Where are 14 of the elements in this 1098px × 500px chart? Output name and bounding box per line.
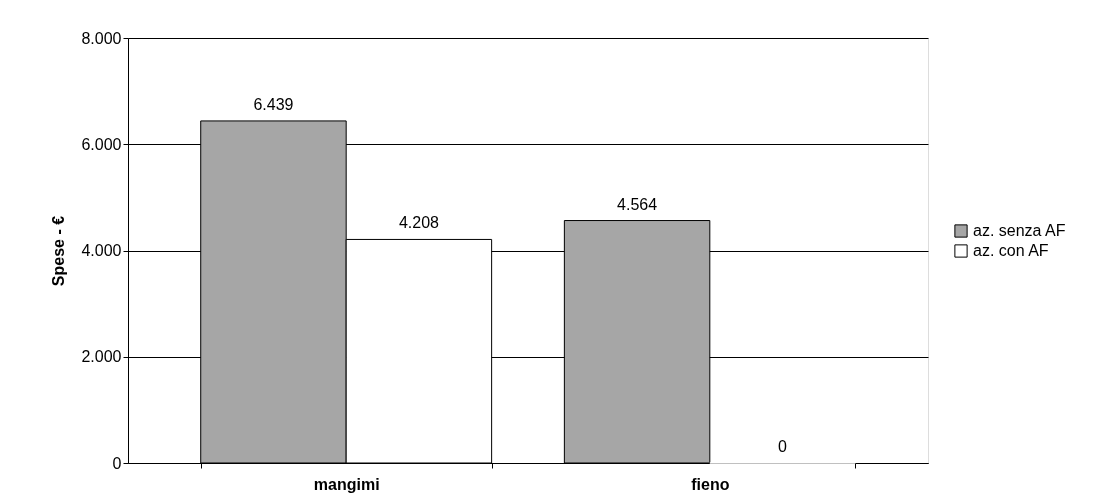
legend-label: az. con AF [973, 242, 1049, 259]
data-label: 6.439 [253, 95, 294, 113]
legend-label: az. senza AF [973, 222, 1066, 239]
y-tick-label: 8.000 [81, 29, 122, 47]
y-tick-label: 6.000 [81, 135, 122, 153]
data-label: 0 [778, 438, 788, 455]
y-tick-label: 4.000 [81, 242, 122, 259]
x-tick-label: fieno [691, 475, 730, 493]
y-axis-title: Spese - € [50, 215, 68, 287]
y-tick-label: 0 [112, 454, 122, 472]
data-label: 4.564 [617, 195, 658, 213]
y-tick-label: 2.000 [81, 348, 122, 366]
data-label: 4.208 [398, 214, 440, 232]
x-tick-label: mangimi [313, 475, 380, 493]
